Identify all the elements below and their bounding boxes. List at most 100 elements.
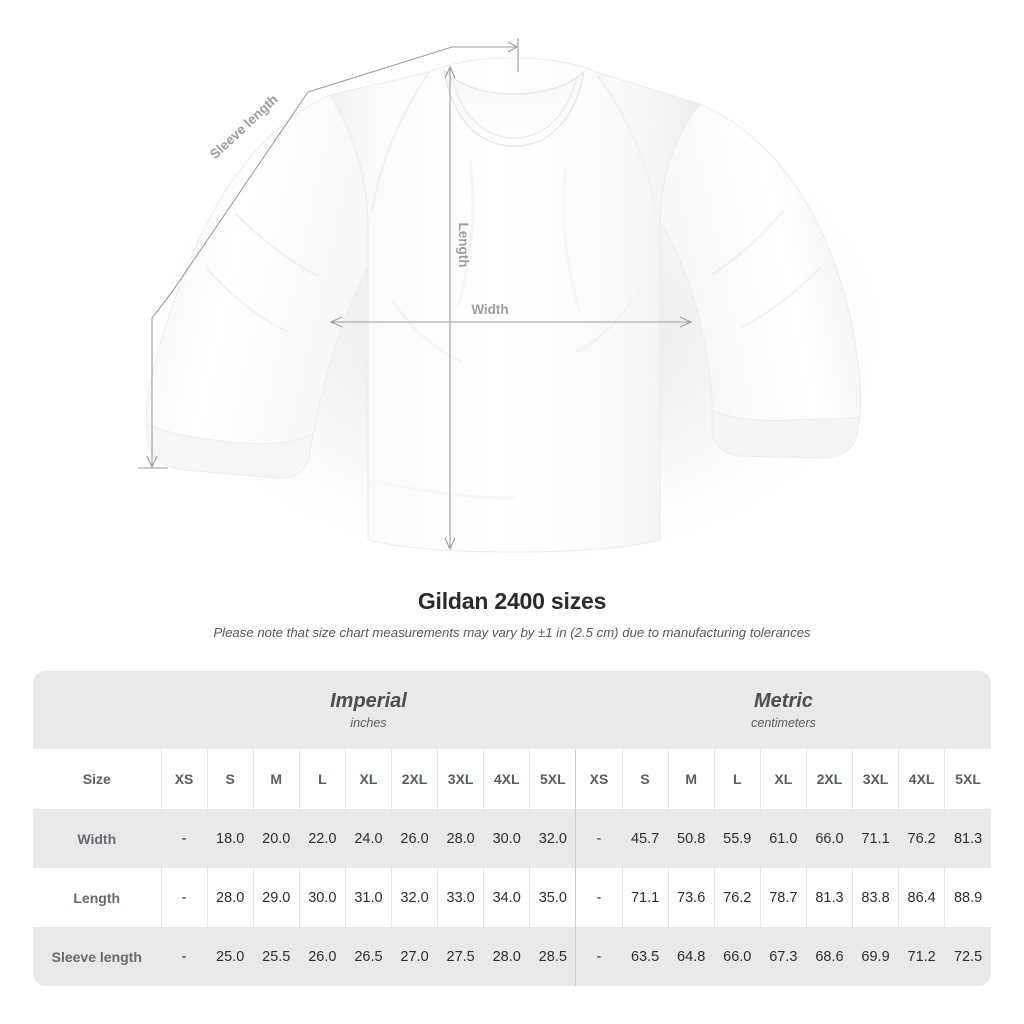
shoulder-seam xyxy=(597,75,657,215)
sleeve-fold-line xyxy=(739,267,821,329)
fabric-wrinkle xyxy=(371,478,517,500)
cell-width-imperial-3xl: 28.0 xyxy=(437,809,484,868)
cell-length-metric-5xl: 88.9 xyxy=(944,868,991,927)
cell-width-metric-m: 50.8 xyxy=(667,809,715,868)
unit-name-imperial: Imperial xyxy=(330,689,407,712)
sleeve-fold-line xyxy=(205,267,289,333)
fabric-wrinkle xyxy=(575,289,642,354)
size-header-metric-xl: XL xyxy=(759,749,807,809)
cell-length-metric-2xl: 81.3 xyxy=(805,868,853,927)
cell-length-imperial-xs: - xyxy=(160,868,208,927)
sleeve-fold-line xyxy=(235,213,319,277)
cell-width-metric-4xl: 76.2 xyxy=(898,809,945,868)
row-label-sleeve-length: Sleeve length xyxy=(33,927,162,986)
page-title: Gildan 2400 sizes xyxy=(417,588,607,614)
cell-sleeve-metric-l: 66.0 xyxy=(713,927,761,986)
size-header-metric-l: L xyxy=(713,749,761,809)
cell-sleeve-imperial-3xl: 27.5 xyxy=(437,927,484,986)
cell-sleeve-metric-5xl: 72.5 xyxy=(944,927,991,986)
left-cuff xyxy=(145,423,314,479)
size-header-metric-4xl: 4XL xyxy=(898,749,945,809)
cell-length-imperial-l: 30.0 xyxy=(298,868,346,927)
cell-sleeve-imperial-2xl: 27.0 xyxy=(390,927,438,986)
cell-width-metric-xl: 61.0 xyxy=(759,809,807,868)
width-label: Width xyxy=(471,302,508,317)
cell-sleeve-metric-m: 64.8 xyxy=(667,927,715,986)
cell-sleeve-imperial-xs: - xyxy=(160,927,208,986)
size-corner-label: Size xyxy=(33,749,162,809)
unit-banner-row: Imperial inches Metric centimeters xyxy=(33,671,991,749)
tolerance-note: Please note that size chart measurements… xyxy=(213,625,811,640)
cell-width-imperial-m: 20.0 xyxy=(252,809,300,868)
shoulder-seam xyxy=(371,73,429,213)
table-row: Width - 18.0 20.0 22.0 24.0 26.0 28.0 30… xyxy=(33,809,991,868)
cell-length-metric-xl: 78.7 xyxy=(759,868,807,927)
fabric-wrinkle xyxy=(562,167,582,313)
cell-sleeve-imperial-s: 25.0 xyxy=(206,927,254,986)
size-table-container: Imperial inches Metric centimeters Size … xyxy=(33,671,991,986)
shirt-illustration: Sleeve length Length Width xyxy=(130,38,910,578)
cell-sleeve-metric-xl: 67.3 xyxy=(759,927,807,986)
cell-sleeve-metric-3xl: 69.9 xyxy=(851,927,899,986)
cell-length-imperial-4xl: 34.0 xyxy=(483,868,530,927)
row-label-length: Length xyxy=(33,868,162,927)
row-label-width: Width xyxy=(33,809,162,868)
size-chart-table: Imperial inches Metric centimeters Size … xyxy=(33,671,991,986)
length-guide: Length xyxy=(444,65,471,551)
cell-sleeve-imperial-xl: 26.5 xyxy=(344,927,392,986)
size-header-imperial-3xl: 3XL xyxy=(437,749,484,809)
size-header-metric-s: S xyxy=(621,749,669,809)
cell-length-imperial-2xl: 32.0 xyxy=(390,868,438,927)
size-header-imperial-xs: XS xyxy=(160,749,208,809)
fabric-wrinkle xyxy=(390,299,463,364)
cell-length-metric-3xl: 83.8 xyxy=(851,868,899,927)
cell-width-imperial-s: 18.0 xyxy=(206,809,254,868)
cell-width-imperial-xl: 24.0 xyxy=(344,809,392,868)
cell-length-imperial-s: 28.0 xyxy=(206,868,254,927)
title-block: Gildan 2400 sizes Please note that size … xyxy=(0,586,1024,641)
size-header-imperial-l: L xyxy=(298,749,346,809)
cell-width-metric-3xl: 71.1 xyxy=(851,809,899,868)
sleeve-fold-line xyxy=(711,209,785,275)
unit-sub-imperial: inches xyxy=(350,715,387,730)
cell-width-imperial-5xl: 32.0 xyxy=(529,809,576,868)
shirt-collar xyxy=(443,68,585,147)
size-header-imperial-s: S xyxy=(206,749,254,809)
size-header-imperial-m: M xyxy=(252,749,300,809)
size-header-imperial-5xl: 5XL xyxy=(529,749,576,809)
cell-length-imperial-3xl: 33.0 xyxy=(437,868,484,927)
size-header-row: Size XS S M L XL 2XL 3XL 4XL 5XL XS S M … xyxy=(33,749,991,809)
cell-sleeve-imperial-5xl: 28.5 xyxy=(529,927,576,986)
cell-width-metric-l: 55.9 xyxy=(713,809,761,868)
cell-sleeve-imperial-l: 26.0 xyxy=(298,927,346,986)
cell-sleeve-metric-xs: - xyxy=(575,927,623,986)
size-header-imperial-2xl: 2XL xyxy=(390,749,438,809)
unit-banner-imperial: Imperial inches xyxy=(161,671,576,749)
right-cuff xyxy=(711,409,861,459)
cell-width-imperial-2xl: 26.0 xyxy=(390,809,438,868)
cell-sleeve-metric-2xl: 68.6 xyxy=(805,927,853,986)
cell-width-imperial-xs: - xyxy=(160,809,208,868)
width-guide: Width xyxy=(329,302,693,328)
cell-length-metric-xs: - xyxy=(575,868,623,927)
cell-width-metric-2xl: 66.0 xyxy=(805,809,853,868)
shirt-diagram: Sleeve length Length Width xyxy=(130,38,910,578)
cell-length-imperial-xl: 31.0 xyxy=(344,868,392,927)
size-header-metric-m: M xyxy=(667,749,715,809)
cell-width-metric-5xl: 81.3 xyxy=(944,809,991,868)
size-header-imperial-4xl: 4XL xyxy=(483,749,530,809)
table-row: Sleeve length - 25.0 25.5 26.0 26.5 27.0… xyxy=(33,927,991,986)
cell-length-metric-4xl: 86.4 xyxy=(898,868,945,927)
cell-sleeve-imperial-m: 25.5 xyxy=(252,927,300,986)
unit-name-metric: Metric xyxy=(754,689,813,712)
cell-sleeve-metric-s: 63.5 xyxy=(621,927,669,986)
unit-banner-metric: Metric centimeters xyxy=(575,671,991,749)
cell-length-metric-m: 73.6 xyxy=(667,868,715,927)
cell-length-metric-l: 76.2 xyxy=(713,868,761,927)
size-header-metric-2xl: 2XL xyxy=(805,749,853,809)
size-header-metric-5xl: 5XL xyxy=(944,749,991,809)
unit-sub-metric: centimeters xyxy=(751,715,816,730)
cell-sleeve-metric-4xl: 71.2 xyxy=(898,927,945,986)
size-header-metric-3xl: 3XL xyxy=(851,749,899,809)
cell-sleeve-imperial-4xl: 28.0 xyxy=(483,927,530,986)
